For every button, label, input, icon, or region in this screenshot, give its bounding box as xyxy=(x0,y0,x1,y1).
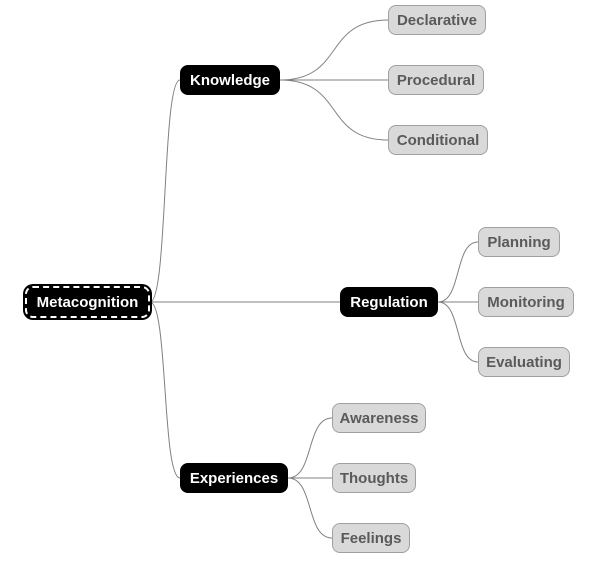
edge xyxy=(438,242,478,302)
node-planning: Planning xyxy=(478,227,560,257)
node-conditional: Conditional xyxy=(388,125,488,155)
edge-layer xyxy=(0,0,608,566)
edge xyxy=(150,302,180,478)
node-experiences: Experiences xyxy=(180,463,288,493)
node-label: Evaluating xyxy=(486,354,562,371)
edge xyxy=(150,80,180,302)
node-label: Knowledge xyxy=(190,72,270,89)
node-label: Thoughts xyxy=(340,470,408,487)
node-awareness: Awareness xyxy=(332,403,426,433)
node-thoughts: Thoughts xyxy=(332,463,416,493)
node-label: Metacognition xyxy=(37,294,139,311)
node-metacognition: Metacognition xyxy=(25,286,150,318)
node-evaluating: Evaluating xyxy=(478,347,570,377)
node-knowledge: Knowledge xyxy=(180,65,280,95)
node-label: Procedural xyxy=(397,72,475,89)
node-feelings: Feelings xyxy=(332,523,410,553)
edge xyxy=(280,80,388,140)
node-label: Conditional xyxy=(397,132,480,149)
edge xyxy=(288,478,332,538)
node-label: Declarative xyxy=(397,12,477,29)
node-label: Monitoring xyxy=(487,294,564,311)
node-label: Awareness xyxy=(340,410,419,427)
edge xyxy=(438,302,478,362)
node-declarative: Declarative xyxy=(388,5,486,35)
node-label: Feelings xyxy=(341,530,402,547)
node-regulation: Regulation xyxy=(340,287,438,317)
node-label: Experiences xyxy=(190,470,278,487)
node-label: Planning xyxy=(487,234,550,251)
edge xyxy=(288,418,332,478)
edge xyxy=(280,20,388,80)
node-monitoring: Monitoring xyxy=(478,287,574,317)
node-label: Regulation xyxy=(350,294,428,311)
node-procedural: Procedural xyxy=(388,65,484,95)
